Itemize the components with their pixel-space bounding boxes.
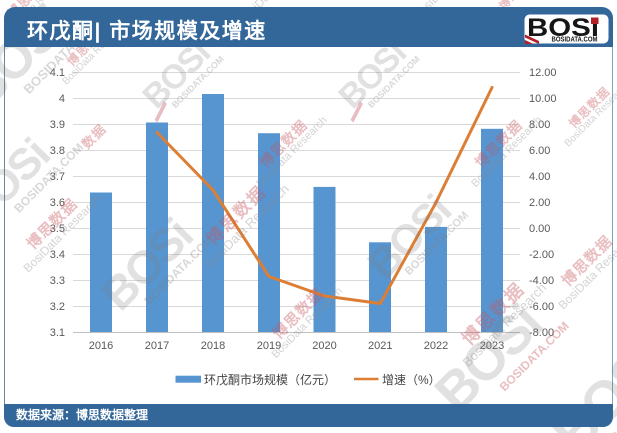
svg-text:-8.00: -8.00	[529, 327, 554, 339]
svg-text:2019: 2019	[257, 340, 281, 352]
svg-text:BOSi: BOSi	[527, 14, 599, 42]
svg-text:3.4: 3.4	[50, 249, 65, 261]
svg-text:3.7: 3.7	[50, 171, 65, 183]
svg-text:6.00: 6.00	[529, 145, 550, 157]
svg-text:4: 4	[59, 93, 65, 105]
svg-text:2017: 2017	[145, 340, 169, 352]
svg-text:3.2: 3.2	[50, 301, 65, 313]
svg-text:3.5: 3.5	[50, 223, 65, 235]
svg-text:12.00: 12.00	[529, 67, 557, 79]
svg-text:3.9: 3.9	[50, 119, 65, 131]
svg-text:3.3: 3.3	[50, 275, 65, 287]
svg-text:4.00: 4.00	[529, 171, 550, 183]
svg-text:3.1: 3.1	[50, 327, 65, 339]
svg-text:2.00: 2.00	[529, 197, 550, 209]
svg-text:环戊酮市场规模（亿元）: 环戊酮市场规模（亿元）	[204, 372, 336, 387]
svg-text:2016: 2016	[89, 340, 113, 352]
svg-text:4.1: 4.1	[50, 67, 65, 79]
svg-text:0.00: 0.00	[529, 223, 550, 235]
svg-text:BOSIDATA.COM: BOSIDATA.COM	[551, 37, 597, 44]
svg-text:-2.00: -2.00	[529, 249, 554, 261]
svg-text:2022: 2022	[424, 340, 448, 352]
svg-text:3.6: 3.6	[50, 197, 65, 209]
svg-text:2021: 2021	[368, 340, 392, 352]
svg-text:-4.00: -4.00	[529, 275, 554, 287]
svg-text:-6.00: -6.00	[529, 301, 554, 313]
svg-text:3.8: 3.8	[50, 145, 65, 157]
svg-text:2020: 2020	[312, 340, 336, 352]
svg-text:10.00: 10.00	[529, 93, 557, 105]
svg-text:2023: 2023	[480, 340, 504, 352]
svg-text:8.00: 8.00	[529, 119, 550, 131]
svg-text:增速（%）: 增速（%）	[382, 373, 441, 387]
svg-text:2018: 2018	[201, 340, 225, 352]
